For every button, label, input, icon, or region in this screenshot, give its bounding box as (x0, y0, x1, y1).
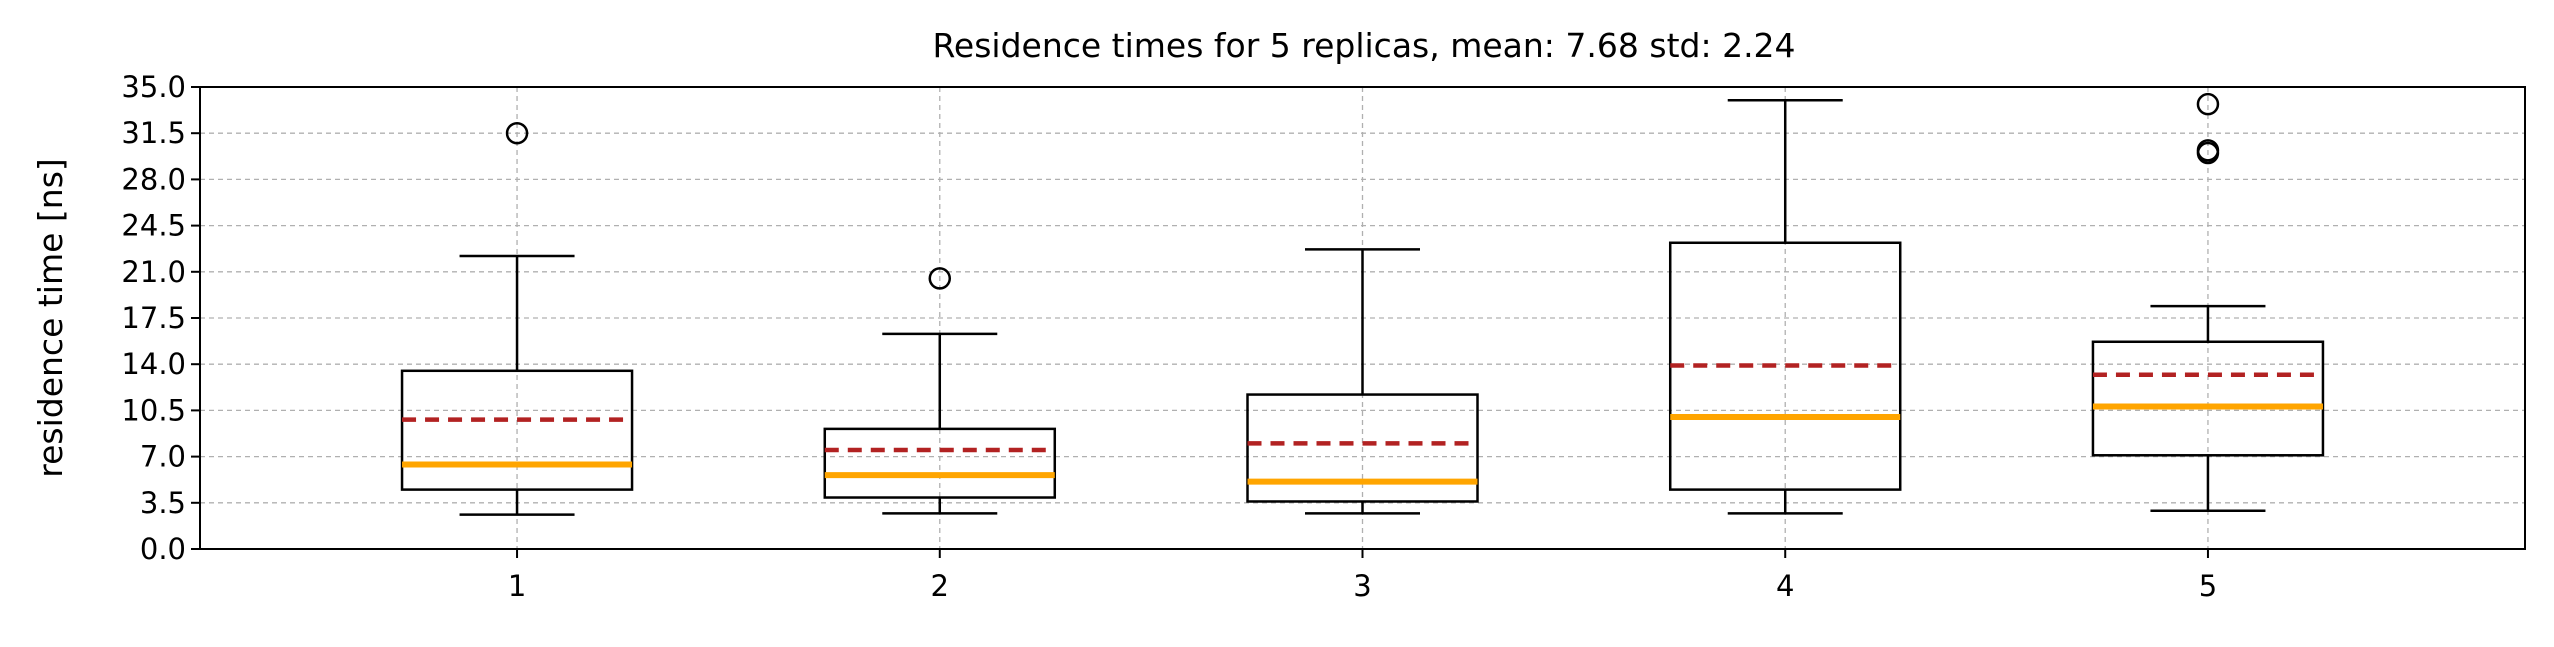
axes: 0.0 3.5 7.0 10.5 14.0 17.5 21.0 24.5 28.0 31.5 35.… (121, 70, 2217, 603)
box-group-5 (2091, 92, 2325, 512)
outlier-point (505, 121, 529, 145)
chart-title: Residence times for 5 replicas, mean: 7.… (932, 26, 1795, 65)
y-tick-label: 35.0 (121, 70, 186, 104)
x-tick-label: 4 (1776, 569, 1794, 603)
box-group-1 (400, 121, 634, 516)
x-tick-label: 1 (508, 569, 526, 603)
y-tick-label: 7.0 (140, 440, 186, 474)
box-plots (400, 92, 2325, 516)
y-tick-label: 28.0 (121, 162, 186, 196)
y-tick-label: 17.5 (121, 301, 186, 335)
y-tick-label: 24.5 (121, 209, 186, 243)
iqr-box (1246, 393, 1479, 503)
iqr-box (823, 427, 1057, 499)
y-axis-label: residence time [ns] (31, 158, 70, 478)
box-group-4 (1668, 98, 1902, 515)
iqr-box (400, 369, 634, 491)
box-group-2 (823, 267, 1057, 515)
y-tick-label: 14.0 (121, 347, 186, 381)
y-tick-label: 10.5 (121, 393, 186, 427)
x-tick-label: 3 (1353, 569, 1371, 603)
y-tick-label: 3.5 (140, 486, 186, 520)
x-tick-label: 5 (2199, 569, 2217, 603)
x-tick-label: 2 (931, 569, 949, 603)
outlier-point (2196, 92, 2220, 116)
plot-area-frame (199, 86, 2526, 550)
box-group-3 (1246, 248, 1479, 515)
y-tick-label: 21.0 (121, 255, 186, 289)
y-tick-label: 0.0 (140, 532, 186, 566)
outlier-point (2196, 139, 2220, 162)
outlier-point (928, 267, 952, 290)
y-tick-label: 31.5 (121, 116, 186, 150)
iqr-box (2091, 340, 2325, 457)
